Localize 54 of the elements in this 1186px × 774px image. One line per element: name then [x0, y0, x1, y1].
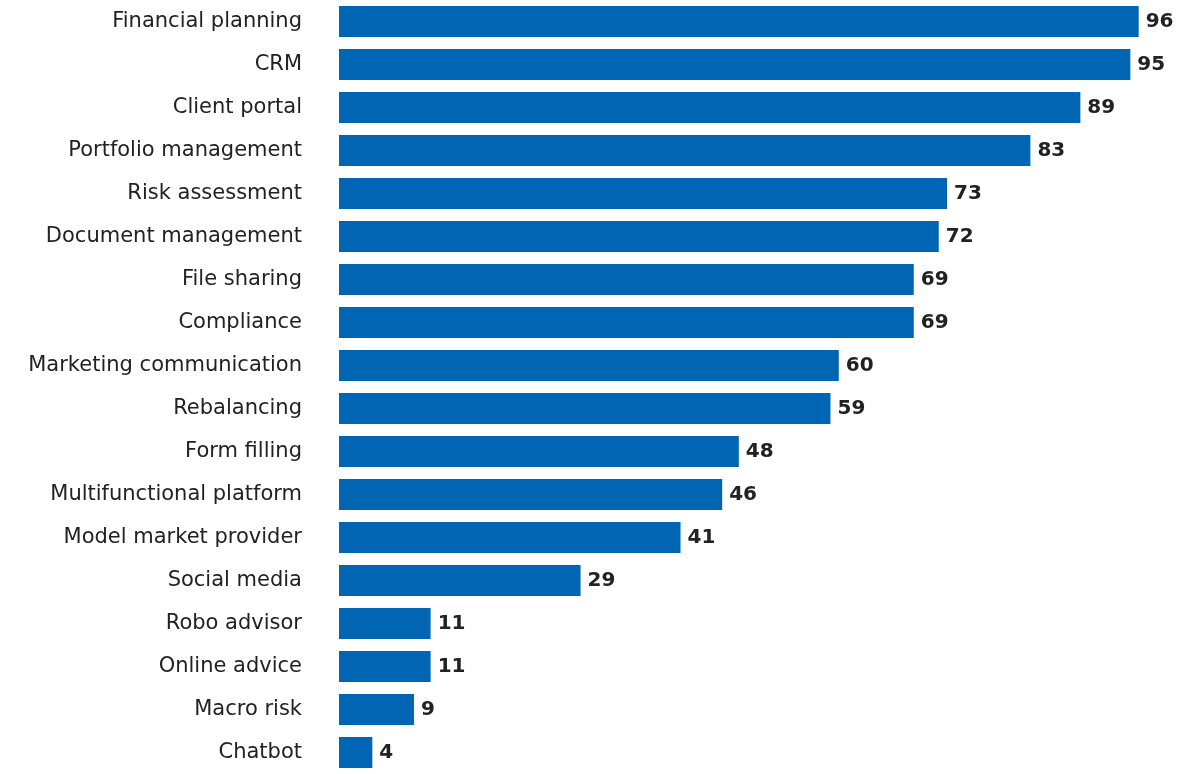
data-label: 89 — [1087, 93, 1116, 118]
data-label: 69 — [920, 308, 949, 333]
y-tick-label: Portfolio management — [68, 136, 302, 161]
y-tick-label: Multifunctional platform — [50, 480, 302, 505]
y-tick-label: Model market provider — [63, 523, 303, 548]
y-tick-label: Social media — [167, 566, 302, 591]
bar — [339, 479, 723, 510]
data-label: 4 — [379, 738, 394, 763]
y-tick-label: Client portal — [172, 93, 302, 118]
data-label: 41 — [687, 523, 716, 548]
bar — [339, 694, 414, 725]
y-tick-label: Robo advisor — [165, 609, 303, 634]
data-label: 60 — [845, 351, 874, 376]
y-tick-label: Document management — [45, 222, 302, 247]
bar — [339, 92, 1081, 123]
y-tick-label: Financial planning — [112, 7, 302, 32]
bar — [339, 350, 839, 381]
data-label: 9 — [420, 695, 435, 720]
bar — [339, 221, 939, 252]
bar — [339, 135, 1031, 166]
y-tick-label: Marketing communication — [28, 351, 302, 376]
y-tick-label: CRM — [254, 50, 302, 75]
data-label: 95 — [1137, 50, 1166, 75]
y-tick-label: Online advice — [158, 652, 302, 677]
data-label: 11 — [437, 652, 466, 677]
bar — [339, 565, 581, 596]
bar — [339, 49, 1131, 80]
bar — [339, 393, 831, 424]
y-tick-label: Risk assessment — [127, 179, 302, 204]
data-label: 59 — [837, 394, 866, 419]
bar — [339, 522, 681, 553]
data-label: 48 — [745, 437, 774, 462]
data-label: 96 — [1145, 7, 1174, 32]
bar — [339, 6, 1139, 37]
y-tick-label: File sharing — [181, 265, 302, 290]
data-label: 73 — [954, 179, 982, 204]
bar — [339, 178, 948, 209]
data-label: 69 — [920, 265, 949, 290]
bar — [339, 737, 373, 768]
data-label: 46 — [729, 480, 758, 505]
data-label: 83 — [1037, 136, 1066, 161]
data-label: 11 — [437, 609, 466, 634]
bar — [339, 608, 431, 639]
y-tick-label: Macro risk — [194, 695, 303, 720]
data-label: 29 — [587, 566, 616, 591]
y-tick-label: Rebalancing — [173, 394, 302, 419]
y-tick-label: Form filling — [185, 437, 302, 462]
bar — [339, 436, 739, 467]
bar — [339, 651, 431, 682]
y-tick-label: Compliance — [178, 308, 302, 333]
bar — [339, 307, 914, 338]
bar — [339, 264, 914, 295]
y-tick-label: Chatbot — [218, 738, 302, 763]
data-label: 72 — [945, 222, 974, 247]
